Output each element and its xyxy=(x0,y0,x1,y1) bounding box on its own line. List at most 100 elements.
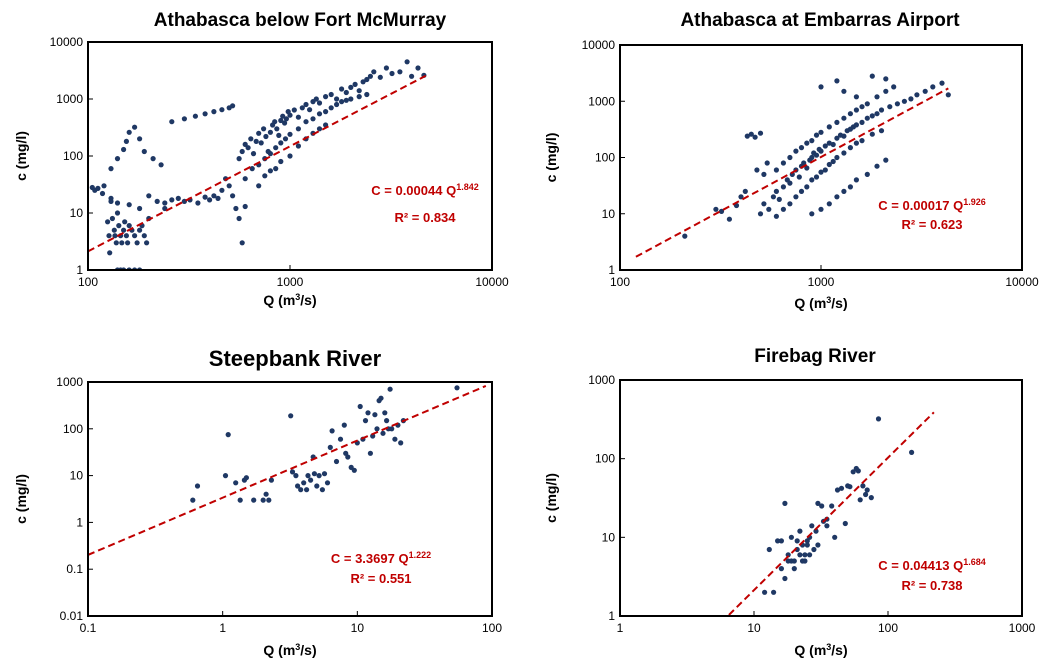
data-point xyxy=(126,129,132,135)
data-point xyxy=(891,84,897,90)
data-point xyxy=(761,201,767,207)
data-point xyxy=(295,114,301,120)
data-point xyxy=(752,134,758,140)
data-point xyxy=(842,520,848,527)
data-point xyxy=(352,81,358,87)
data-point xyxy=(776,196,782,202)
data-point xyxy=(287,131,293,137)
data-point xyxy=(797,528,803,534)
data-point xyxy=(194,483,201,489)
data-point xyxy=(847,111,854,117)
data-point xyxy=(389,426,395,432)
data-point xyxy=(268,477,274,483)
y-tick-label: 10 xyxy=(70,206,84,220)
y-tick-label: 1 xyxy=(76,515,83,529)
data-point xyxy=(754,167,760,173)
data-point xyxy=(316,100,323,106)
data-point xyxy=(311,471,317,477)
y-axis-label: c (mg/l) xyxy=(543,133,559,183)
fit-equation: C = 3.3697 Q1.222 xyxy=(331,550,431,566)
data-points xyxy=(682,73,951,239)
data-point xyxy=(181,116,187,122)
data-point xyxy=(773,167,780,173)
data-point xyxy=(834,194,840,200)
x-tick-label: 100 xyxy=(610,275,630,289)
data-point xyxy=(809,523,815,529)
data-point xyxy=(314,483,320,489)
data-point xyxy=(116,223,122,229)
data-point xyxy=(847,145,854,151)
data-point xyxy=(319,487,325,493)
data-point xyxy=(404,59,410,65)
y-tick-label: 1 xyxy=(76,263,83,277)
data-point xyxy=(154,198,160,204)
y-tick-label: 100 xyxy=(63,422,83,436)
data-point xyxy=(226,183,232,189)
data-point xyxy=(829,503,835,509)
data-point xyxy=(267,168,273,174)
data-point xyxy=(841,188,847,194)
data-point xyxy=(192,113,198,119)
data-point xyxy=(273,166,279,172)
x-tick-label: 10 xyxy=(747,621,761,635)
data-point xyxy=(276,132,282,138)
data-point xyxy=(126,202,132,208)
data-point xyxy=(773,188,780,194)
data-point xyxy=(813,174,820,180)
data-point xyxy=(263,491,269,497)
data-point xyxy=(802,552,808,558)
x-axis-label: Q (m3/s) xyxy=(263,642,316,658)
data-point xyxy=(195,200,201,206)
data-point xyxy=(230,103,236,109)
data-point xyxy=(260,497,266,503)
data-point xyxy=(211,193,217,199)
data-point xyxy=(374,426,380,432)
data-point xyxy=(328,105,334,111)
data-point xyxy=(383,65,389,71)
data-point xyxy=(239,148,245,155)
data-point xyxy=(121,146,127,153)
data-point xyxy=(788,534,795,540)
data-point xyxy=(256,183,262,189)
data-point xyxy=(764,160,770,166)
data-point xyxy=(796,174,802,180)
y-tick-label: 10 xyxy=(70,469,84,483)
data-point xyxy=(190,497,196,503)
data-point xyxy=(316,473,322,479)
data-point xyxy=(780,206,787,212)
data-point xyxy=(337,436,344,442)
data-point xyxy=(834,119,840,125)
fit-equation: C = 0.04413 Q1.684 xyxy=(878,557,985,573)
data-point xyxy=(859,138,865,144)
data-point xyxy=(132,124,138,130)
data-point xyxy=(855,468,861,474)
data-point xyxy=(798,145,805,151)
data-point xyxy=(299,105,305,111)
data-point xyxy=(372,412,378,418)
data-point xyxy=(869,73,875,79)
data-point xyxy=(114,156,121,162)
data-point xyxy=(864,487,870,493)
data-point xyxy=(841,133,847,139)
chart-panel-2: Athabasca at Embarras Airport 100 1000 1000… xyxy=(543,10,1039,311)
data-point xyxy=(351,467,357,473)
data-point xyxy=(830,141,836,148)
data-point xyxy=(295,143,301,149)
data-point xyxy=(339,99,345,105)
x-tick-label: 10000 xyxy=(475,275,509,289)
r-squared: R² = 0.551 xyxy=(350,571,411,586)
data-point xyxy=(301,480,307,486)
data-point xyxy=(384,418,390,424)
data-point xyxy=(272,119,278,125)
data-point xyxy=(239,240,245,246)
data-point xyxy=(123,138,129,144)
data-point xyxy=(847,484,853,490)
data-point xyxy=(287,112,293,118)
data-point xyxy=(797,552,803,558)
data-point xyxy=(243,475,249,481)
chart-title: Steepbank River xyxy=(209,346,382,371)
data-point xyxy=(293,473,299,479)
y-tick-label: 1 xyxy=(608,609,615,623)
data-point xyxy=(818,129,824,135)
data-point xyxy=(282,136,289,142)
